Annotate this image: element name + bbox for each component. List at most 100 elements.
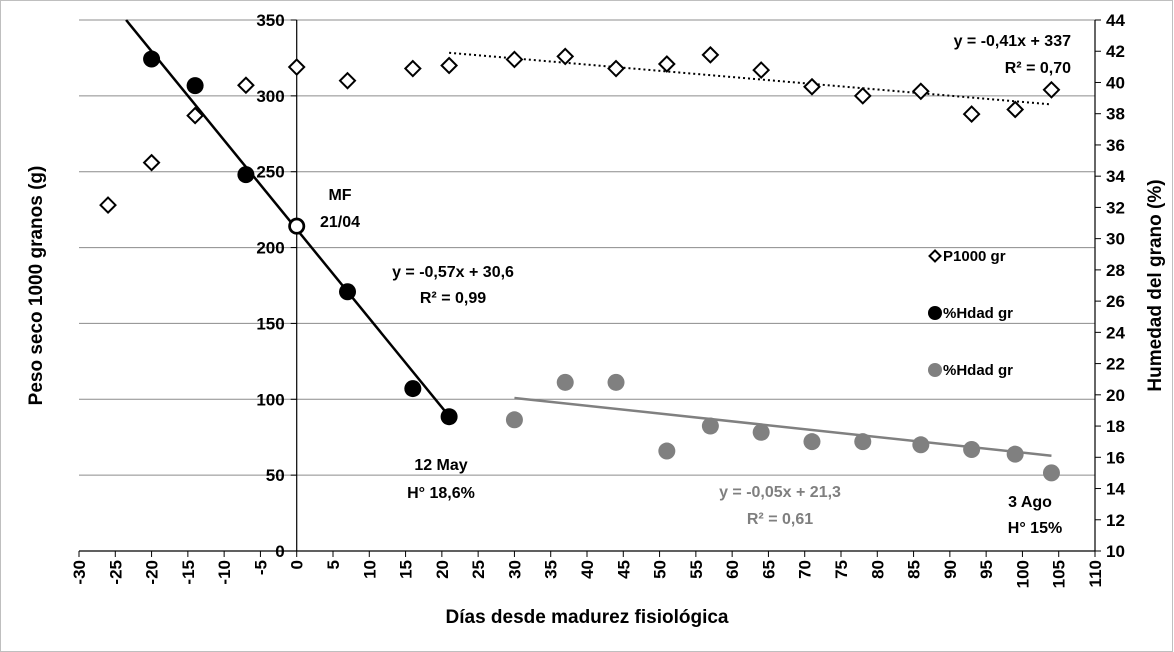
data-point [853,86,872,105]
data-point [505,411,523,429]
trend-r2-label: R² = 0,99 [420,290,486,307]
data-point [803,77,821,96]
y-tick-label: 350 [256,11,284,30]
y2-tick-label: 26 [1106,292,1125,311]
x-tick-label: 95 [977,560,996,579]
data-point [607,59,625,78]
y2-tick-label: 32 [1106,198,1125,217]
legend-label: P1000 gr [943,248,1006,265]
y2-tick-label: 20 [1106,386,1125,405]
y-tick-label: 100 [256,390,284,409]
x-tick-label: 85 [905,560,924,579]
trend-equation-label: y = -0,41x + 337 [954,33,1072,50]
x-tick-label: -5 [251,560,270,575]
data-point [143,50,161,68]
data-point [1042,464,1060,482]
trendline [125,19,451,418]
trend-equation-label: y = -0,57x + 30,6 [392,264,514,281]
data-point [658,442,676,460]
data-point [99,196,117,215]
x-tick-label: -20 [143,560,162,585]
data-point [556,373,574,391]
y2-tick-label: 30 [1106,230,1125,249]
x-tick-label: 35 [542,560,561,579]
y2-tick-label: 10 [1106,542,1125,561]
axes-layer: -30 -25 -20 -15 -10 -5 0 5 10 15 20 25 30 35 40 45 50 55 6… [26,11,1166,628]
y2-tick-label: 36 [1106,136,1125,155]
x-tick-label: 25 [469,560,488,579]
trend-r2-label: R² = 0,70 [1005,60,1071,77]
y-tick-label: 300 [256,87,284,106]
data-point [404,380,422,398]
y-tick-label: 50 [266,466,285,485]
x-tick-label: 80 [868,560,887,579]
y-tick-label: 200 [256,239,284,258]
data-point [440,56,459,75]
x-tick-label: -15 [179,560,198,585]
x-tick-label: 105 [1050,560,1069,588]
y-tick-label: 250 [256,163,284,182]
data-point [752,423,770,441]
legend-marker [928,363,942,377]
x-tick-label: 0 [288,560,307,569]
x-tick-label: 20 [433,560,452,579]
y2-tick-label: 18 [1106,417,1125,436]
legend-label: %Hdad gr [943,362,1013,379]
y-tick-label: 150 [256,314,284,333]
annotation-ago: 3 Ago [1008,494,1052,511]
x-tick-label: 70 [796,560,815,579]
y2-tick-label: 24 [1106,323,1125,342]
data-point [962,105,981,123]
x-tick-label: -25 [106,560,125,585]
x-tick-label: -10 [215,560,234,585]
trend-equation-label: y = -0,05x + 21,3 [719,484,841,501]
x-tick-label: 15 [397,560,416,579]
y2-tick-label: 44 [1106,11,1125,30]
x-tick-label: 45 [614,560,633,579]
data-point [287,58,306,76]
x-tick-label: 65 [759,560,778,579]
legend: P1000 gr %Hdad gr %Hdad gr [928,248,1013,379]
y2-tick-label: 14 [1106,480,1125,499]
mf-point-marker [288,217,305,235]
data-point [912,436,930,454]
data-point [1006,100,1025,119]
x-tick-label: -30 [70,560,89,585]
x-tick-label: 50 [651,560,670,579]
x-tick-label: 55 [687,560,706,579]
annotation-may: H° 18,6% [407,485,475,502]
x-tick-label: 60 [723,560,742,579]
x-tick-label: 40 [578,560,597,579]
x-tick-label: 100 [1013,560,1032,588]
x-tick-label: 90 [941,560,960,579]
data-point [911,82,930,101]
y-axis-title: Peso seco 1000 granos (g) [26,166,47,406]
y2-tick-label: 40 [1106,73,1125,92]
x-tick-label: 75 [832,560,851,579]
data-point [803,433,821,451]
data-point [556,47,575,66]
y2-tick-label: 22 [1106,355,1125,374]
points-layer [99,45,1061,482]
y-tick-label: 0 [275,542,284,561]
x-tick-label: 5 [324,560,343,569]
annotation-ago: H° 15% [1008,520,1062,537]
trendline-layer [125,19,1052,457]
legend-marker [928,249,942,263]
y2-tick-label: 38 [1106,105,1125,124]
y2-tick-label: 28 [1106,261,1125,280]
y2-tick-label: 34 [1106,167,1125,186]
data-point [142,153,161,172]
data-point [963,440,981,458]
annotation-mf: 21/04 [320,214,360,231]
legend-marker [928,306,942,320]
annotation-mf: MF [328,187,351,204]
data-point [752,61,771,79]
data-point [440,408,458,426]
y2-tick-label: 16 [1106,448,1125,467]
legend-label: %Hdad gr [943,305,1013,322]
data-point [607,373,625,391]
y2-tick-label: 12 [1106,511,1125,530]
